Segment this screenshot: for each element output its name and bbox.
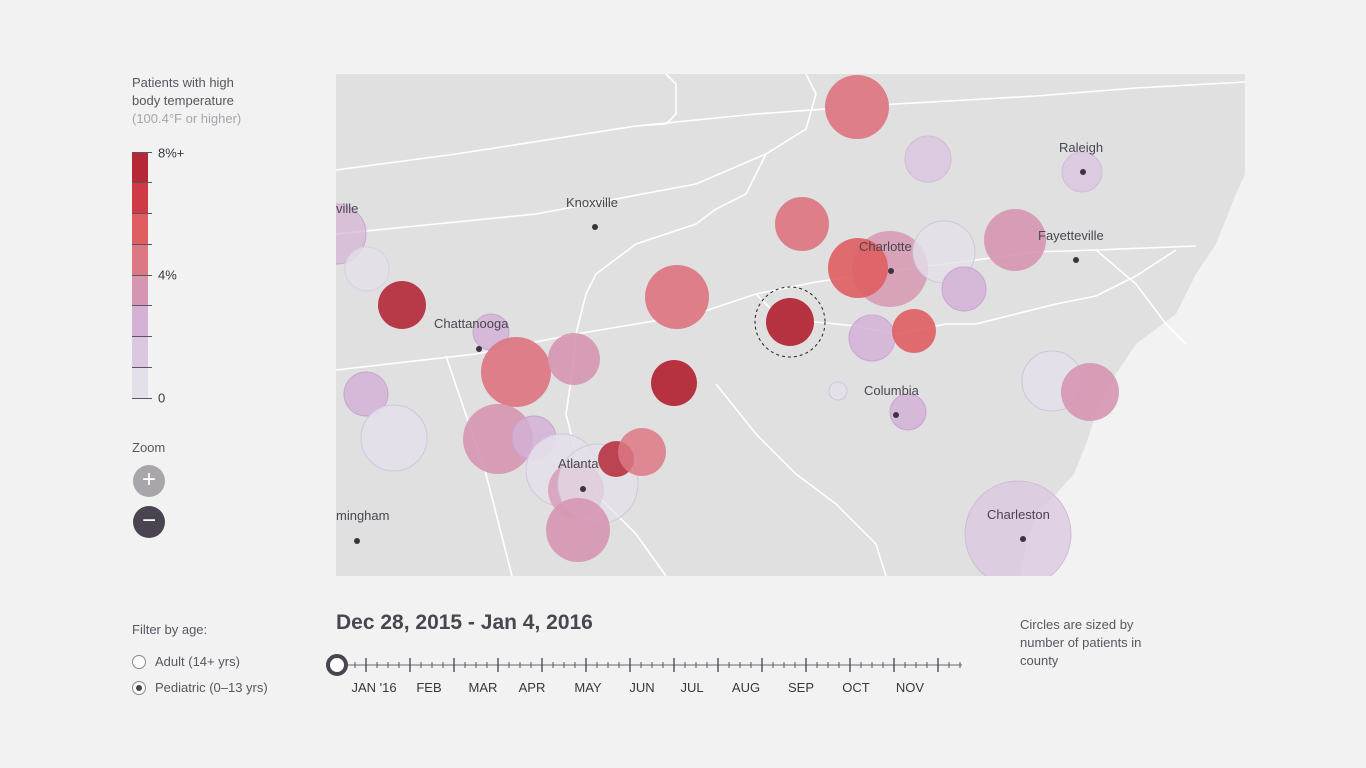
scale-tick: [132, 367, 152, 368]
plus-icon: +: [141, 466, 156, 493]
data-circle[interactable]: [775, 197, 829, 251]
filter-adult-option[interactable]: Adult (14+ yrs): [132, 654, 240, 669]
radio-button-selected[interactable]: [132, 680, 146, 695]
month-label-oct: OCT: [842, 680, 870, 695]
city-label-raleigh: Raleigh: [1059, 140, 1103, 155]
zoom-out-button[interactable]: −: [133, 506, 165, 538]
data-circle[interactable]: [892, 309, 936, 353]
city-label-charleston: Charleston: [987, 507, 1050, 522]
scale-tick: [132, 244, 152, 245]
scale-tick: [132, 398, 152, 399]
month-label-mar: MAR: [469, 680, 498, 695]
timeline-slider[interactable]: JAN '16 FEB MAR APR MAY JUN JUL AUG SEP …: [326, 652, 966, 702]
data-circle[interactable]: [360, 404, 428, 472]
month-label-sep: SEP: [788, 680, 814, 695]
data-circle[interactable]: [645, 265, 709, 329]
city-dot-knoxville: [592, 224, 598, 230]
data-circle[interactable]: [618, 428, 666, 476]
scale-tick: [132, 336, 152, 337]
data-circle[interactable]: [825, 75, 889, 139]
scale-label-mid: 4%: [158, 267, 177, 283]
data-circle[interactable]: [1061, 363, 1119, 421]
month-label-jul: JUL: [680, 680, 703, 695]
city-label-birmingham: mingham: [336, 508, 389, 523]
legend: Patients with high body temperature (100…: [132, 74, 282, 128]
data-circle[interactable]: [546, 498, 610, 562]
month-label-aug: AUG: [732, 680, 760, 695]
map[interactable]: Knoxville Chattanooga Atlanta Charlotte …: [336, 74, 1245, 576]
month-label-jan: JAN '16: [351, 680, 396, 695]
data-circle[interactable]: [651, 360, 697, 406]
month-label-may: MAY: [574, 680, 602, 695]
city-dot-birmingham: [354, 538, 360, 544]
month-label-apr: APR: [519, 680, 546, 695]
data-circle[interactable]: [481, 337, 551, 407]
city-dots: [354, 169, 1086, 544]
data-circle[interactable]: [889, 393, 927, 431]
city-dot-charlotte: [888, 268, 894, 274]
timeline-svg[interactable]: JAN '16 FEB MAR APR MAY JUN JUL AUG SEP …: [326, 652, 966, 702]
scale-label-max: 8%+: [158, 145, 185, 161]
data-circle[interactable]: [343, 371, 389, 417]
scale-tick: [132, 213, 152, 214]
data-circle[interactable]: [548, 333, 600, 385]
ocean: [1020, 174, 1245, 576]
data-circle[interactable]: [828, 238, 888, 298]
date-range: Dec 28, 2015 - Jan 4, 2016: [336, 611, 593, 634]
city-label-fayetteville: Fayetteville: [1038, 228, 1104, 243]
month-label-nov: NOV: [896, 680, 925, 695]
data-circle[interactable]: [378, 281, 426, 329]
color-scale: 8%+ 4% 0: [132, 146, 202, 406]
city-dot-fayetteville: [1073, 257, 1079, 263]
data-circle[interactable]: [964, 480, 1072, 576]
radio-button[interactable]: [132, 654, 146, 669]
selection-ring: [754, 286, 826, 358]
filter-adult-label: Adult (14+ yrs): [155, 654, 240, 669]
city-label-chattanooga: Chattanooga: [434, 316, 509, 331]
scale-label-min: 0: [158, 390, 166, 406]
legend-subtitle: (100.4°F or higher): [132, 111, 242, 126]
patient-circles: [336, 75, 1119, 576]
scale-tick: [132, 182, 152, 183]
minus-icon: −: [141, 507, 156, 534]
timeline-ticks: [343, 658, 961, 672]
size-note: Circles are sized by number of patients …: [1020, 617, 1142, 668]
scale-tick: [132, 275, 152, 276]
city-label-columbia: Columbia: [864, 383, 920, 398]
zoom-in-button[interactable]: +: [133, 465, 165, 497]
city-label-knoxville: Knoxville: [566, 195, 618, 210]
city-dot-charleston: [1020, 536, 1026, 542]
legend-title-line1: Patients with high: [132, 75, 234, 90]
month-label-feb: FEB: [416, 680, 441, 695]
city-dot-columbia: [893, 412, 899, 418]
filter-pediatric-label: Pediatric (0–13 yrs): [155, 680, 268, 695]
data-circle[interactable]: [941, 266, 987, 312]
scale-tick: [132, 305, 152, 306]
city-dot-atlanta: [580, 486, 586, 492]
data-circle[interactable]: [828, 381, 848, 401]
data-circle[interactable]: [344, 246, 390, 292]
city-label-nashville: ville: [336, 201, 358, 216]
data-circle[interactable]: [848, 314, 896, 362]
city-label-atlanta: Atlanta: [558, 456, 599, 471]
city-label-charlotte: Charlotte: [859, 239, 912, 254]
filter-title: Filter by age:: [132, 622, 208, 637]
map-svg[interactable]: Knoxville Chattanooga Atlanta Charlotte …: [336, 74, 1245, 576]
legend-title-line2: body temperature: [132, 93, 234, 108]
scale-tick: [132, 152, 152, 153]
month-label-jun: JUN: [629, 680, 654, 695]
data-circle[interactable]: [463, 404, 533, 474]
filter-pediatric-option[interactable]: Pediatric (0–13 yrs): [132, 680, 268, 695]
timeline-handle[interactable]: [326, 654, 348, 676]
zoom-label: Zoom: [132, 440, 166, 455]
city-dot-chattanooga: [476, 346, 482, 352]
data-circle[interactable]: [984, 209, 1046, 271]
data-circle[interactable]: [766, 298, 814, 346]
data-circle[interactable]: [904, 135, 952, 183]
city-dot-raleigh: [1080, 169, 1086, 175]
